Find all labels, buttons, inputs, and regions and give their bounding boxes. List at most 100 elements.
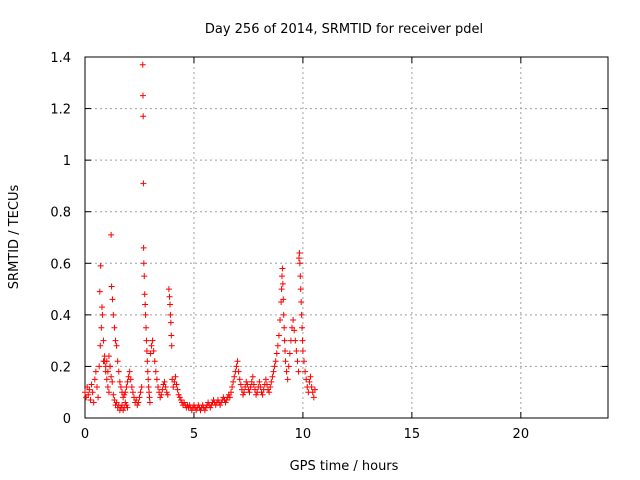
data-point	[295, 368, 302, 375]
data-point	[176, 394, 183, 401]
data-point	[262, 376, 269, 383]
data-point	[235, 368, 242, 375]
data-point	[123, 402, 130, 409]
data-point	[280, 311, 287, 318]
data-point	[104, 368, 111, 375]
data-point	[89, 389, 96, 396]
data-point	[295, 255, 302, 262]
data-point	[141, 273, 148, 280]
data-point	[164, 391, 171, 398]
data-point	[307, 373, 314, 380]
data-point	[278, 286, 285, 293]
data-point	[302, 368, 309, 375]
data-point	[144, 358, 151, 365]
data-points	[82, 61, 318, 414]
data-point	[134, 402, 141, 409]
data-point	[284, 376, 291, 383]
data-point	[311, 386, 318, 393]
data-point	[270, 368, 277, 375]
data-point	[236, 376, 243, 383]
data-point	[90, 399, 97, 406]
data-point	[157, 394, 164, 401]
data-point	[159, 386, 166, 393]
data-point	[234, 358, 241, 365]
data-point	[82, 389, 88, 396]
y-tick-label: 0.4	[50, 309, 71, 324]
data-point	[99, 311, 106, 318]
data-point	[291, 327, 298, 334]
data-point	[217, 402, 224, 409]
data-point	[285, 363, 292, 370]
data-point	[153, 376, 160, 383]
data-point	[279, 265, 286, 272]
data-point	[97, 342, 104, 349]
data-point	[95, 394, 102, 401]
y-tick-label: 1.2	[50, 103, 71, 118]
data-point	[143, 337, 150, 344]
data-point	[201, 407, 208, 414]
data-point	[301, 358, 308, 365]
data-point	[296, 249, 303, 256]
data-point	[92, 368, 99, 375]
data-point	[175, 391, 182, 398]
data-point	[281, 324, 288, 331]
data-point	[105, 353, 112, 360]
data-point	[165, 286, 172, 293]
data-point	[237, 381, 244, 388]
data-point	[173, 381, 180, 388]
data-point	[98, 304, 105, 311]
data-point	[109, 296, 116, 303]
data-point	[128, 384, 135, 391]
data-point	[272, 358, 279, 365]
data-point	[122, 399, 129, 406]
data-point	[310, 394, 317, 401]
grid	[85, 57, 608, 418]
data-point	[226, 394, 233, 401]
x-tick-label: 20	[513, 427, 530, 442]
data-point	[282, 347, 289, 354]
data-point	[140, 244, 147, 251]
data-point	[108, 231, 115, 238]
data-point	[298, 311, 305, 318]
data-point	[144, 368, 151, 375]
data-point	[136, 394, 143, 401]
data-point	[155, 384, 162, 391]
data-point	[146, 399, 153, 406]
data-point	[142, 301, 149, 308]
data-point	[120, 394, 127, 401]
data-point	[111, 324, 118, 331]
x-tick-label: 0	[81, 427, 89, 442]
data-point	[174, 386, 181, 393]
data-point	[152, 368, 159, 375]
data-point	[241, 389, 248, 396]
data-point	[91, 376, 98, 383]
data-point	[117, 384, 124, 391]
data-point	[108, 373, 115, 380]
data-point	[103, 358, 110, 365]
data-point	[121, 391, 128, 398]
x-tick-label: 15	[404, 427, 421, 442]
data-point	[167, 311, 174, 318]
data-point	[114, 358, 121, 365]
data-point	[303, 376, 310, 383]
data-point	[246, 389, 253, 396]
data-point	[87, 396, 94, 403]
data-point	[172, 373, 179, 380]
data-point	[170, 384, 177, 391]
data-point	[88, 381, 95, 388]
y-tick-label: 0.8	[50, 206, 71, 221]
data-point	[137, 389, 144, 396]
data-point	[273, 350, 280, 357]
data-point	[277, 317, 284, 324]
data-point	[147, 350, 154, 357]
data-point	[294, 358, 301, 365]
data-point	[115, 368, 122, 375]
data-point	[139, 92, 146, 99]
data-point	[290, 317, 297, 324]
data-point	[231, 373, 238, 380]
data-point	[166, 301, 173, 308]
data-point	[127, 376, 134, 383]
data-point	[223, 396, 230, 403]
data-point	[143, 347, 150, 354]
